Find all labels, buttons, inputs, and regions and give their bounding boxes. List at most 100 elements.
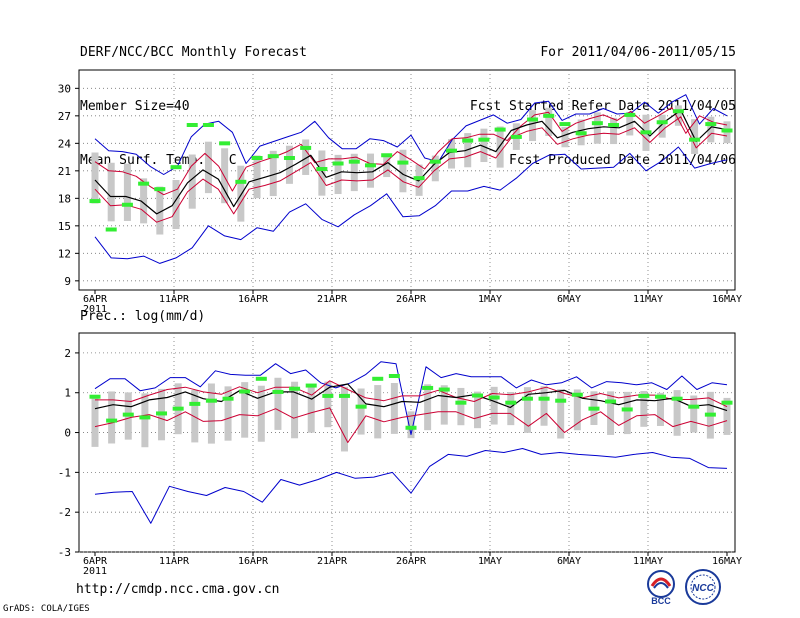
y-tick-label: 15 <box>58 220 71 233</box>
x-tick-label: 16MAY <box>712 294 742 305</box>
median-marker <box>289 386 301 391</box>
spread-bar <box>207 383 215 444</box>
median-marker <box>105 227 117 232</box>
x-tick-label: 16MAY <box>712 556 742 567</box>
spread-bar <box>474 391 482 429</box>
spread-bar <box>640 390 648 427</box>
forecast-period: For 2011/04/06-2011/05/15 <box>540 45 736 60</box>
median-marker <box>462 138 474 143</box>
spread-bar <box>307 385 315 433</box>
spread-bar <box>383 154 391 178</box>
series-line-upper <box>94 107 728 196</box>
median-marker <box>689 137 701 142</box>
median-marker <box>300 145 312 150</box>
x-year-label: 2011 <box>83 566 107 577</box>
y-tick-label: 1 <box>64 387 71 400</box>
spread-bar <box>140 178 148 224</box>
spread-bar <box>457 387 465 426</box>
spread-bar <box>399 149 407 193</box>
spread-bar <box>448 139 456 169</box>
median-marker <box>543 113 555 118</box>
y-tick-label: 30 <box>58 82 71 95</box>
spread-bar <box>366 153 374 188</box>
spread-bar <box>557 389 565 439</box>
spread-bar <box>302 139 310 175</box>
y-tick-label: 27 <box>58 110 71 123</box>
median-marker <box>455 400 467 405</box>
median-marker <box>364 163 376 168</box>
spread-bar <box>407 411 415 439</box>
median-marker <box>605 399 617 404</box>
spread-bar <box>658 114 666 138</box>
median-marker <box>222 396 234 401</box>
spread-bar <box>324 381 332 428</box>
spread-bar <box>91 395 99 447</box>
median-marker <box>494 127 506 132</box>
median-marker <box>671 396 683 401</box>
spread-bar <box>241 382 249 438</box>
series-line-mean <box>94 383 728 412</box>
x-tick-label: 26APR <box>396 556 427 567</box>
median-marker <box>640 130 652 135</box>
median-marker <box>688 404 700 409</box>
y-tick-label: -2 <box>58 506 71 519</box>
median-marker <box>235 179 247 184</box>
spread-bar <box>108 391 116 444</box>
spread-bar <box>480 128 488 163</box>
median-marker <box>170 165 182 170</box>
spread-bar <box>334 154 342 195</box>
bcc-logo-text: BCC <box>651 596 671 606</box>
median-marker <box>704 412 716 417</box>
spread-bar <box>529 110 537 142</box>
ncc-logo-icon: NCC <box>685 569 721 605</box>
median-marker <box>322 393 334 398</box>
y-tick-label: 12 <box>58 247 71 260</box>
median-marker <box>156 411 168 416</box>
median-marker <box>316 167 328 171</box>
series-line-lower <box>94 116 728 223</box>
spread-bar <box>723 397 731 435</box>
y-tick-label: 9 <box>64 275 71 288</box>
x-tick-label: 16APR <box>238 294 269 305</box>
spread-bar <box>156 186 164 235</box>
plot-frame <box>78 332 736 553</box>
spread-bar <box>257 385 265 442</box>
x-tick-label: 11MAY <box>633 294 663 305</box>
median-marker <box>638 393 650 398</box>
median-marker <box>591 121 603 126</box>
median-marker <box>538 396 550 401</box>
spread-bar <box>269 150 277 197</box>
median-marker <box>139 415 151 420</box>
spread-bar <box>191 389 199 443</box>
x-tick-label: 6MAY <box>557 294 581 305</box>
x-tick-label: 21APR <box>317 556 348 567</box>
median-marker <box>478 137 490 142</box>
spread-bar <box>318 150 326 196</box>
median-marker <box>106 418 118 423</box>
x-tick-label: 11MAY <box>633 556 663 567</box>
x-tick-label: 16APR <box>238 556 269 567</box>
median-marker <box>510 134 522 139</box>
median-marker <box>429 159 441 164</box>
spread-bar <box>123 163 131 221</box>
spread-bar <box>424 384 432 431</box>
median-marker <box>446 148 458 153</box>
member-size: Member Size=40 <box>80 99 190 114</box>
median-marker <box>381 153 393 158</box>
spread-bar <box>690 395 698 433</box>
x-tick-label: 6MAY <box>557 556 581 567</box>
median-marker <box>438 387 450 392</box>
median-marker <box>571 392 583 397</box>
footer-url[interactable]: http://cmdp.ncc.cma.gov.cn <box>76 582 280 597</box>
median-marker <box>472 393 484 398</box>
median-marker <box>138 181 150 186</box>
x-tick-label: 11APR <box>159 556 190 567</box>
median-marker <box>89 199 101 204</box>
spread-bar <box>674 105 682 126</box>
y-tick-label: 2 <box>64 347 71 360</box>
y-tick-label: 21 <box>58 165 71 178</box>
median-marker <box>422 385 434 390</box>
spread-bar <box>107 162 115 222</box>
median-marker <box>205 398 217 403</box>
